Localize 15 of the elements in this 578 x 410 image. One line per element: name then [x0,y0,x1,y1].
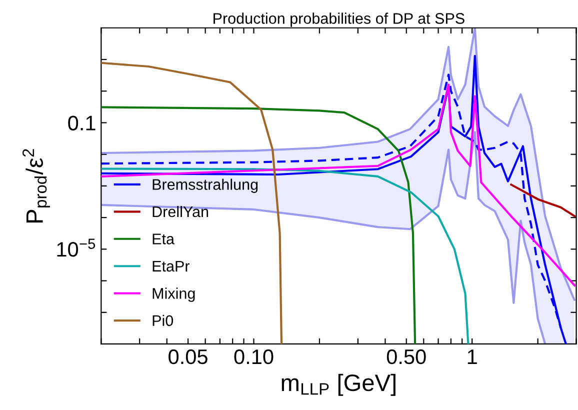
legend-label: EtaPr [152,260,190,272]
x-tick-label: 0.05 [168,349,208,364]
x-tick-label: 0.10 [234,349,274,364]
x-tick-label: 0.50 [386,349,426,364]
legend-label: Pi0 [152,314,174,326]
y-tick-label: 0.1 [68,116,96,130]
legend-label: DrellYan [152,206,208,218]
legend-label: Eta [152,234,174,244]
legend-label: Bremsstrahlung [152,178,258,193]
x-tick-label: 1 [468,350,477,364]
y-axis-title: P$_{prod}$/ε$^{2}$ [22,149,50,222]
legend-label: Mixing [152,288,195,302]
chart-title: Production probabilities of DP at SPS [214,12,464,27]
y-tick-label: 10$^{−5}$ [57,238,96,257]
x-axis-title: m$_{LLP}$ [GeV] [282,374,396,396]
